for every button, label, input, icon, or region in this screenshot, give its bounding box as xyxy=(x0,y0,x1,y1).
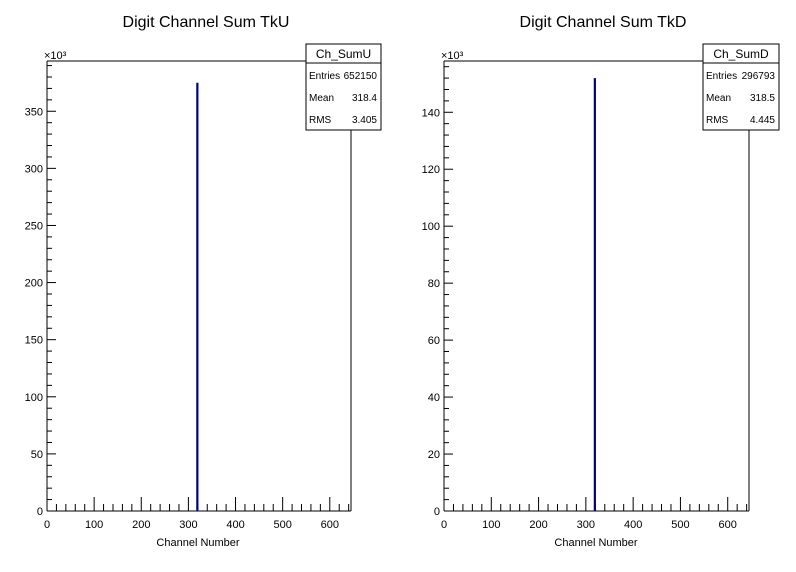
stats-row-label: Entries xyxy=(309,71,340,82)
x-axis-label: Channel Number xyxy=(554,537,637,549)
y-tick-label: 350 xyxy=(25,106,43,118)
stats-box: Ch_SumU Entries 652150 Mean 318.4 RMS 3.405 xyxy=(305,43,382,131)
x-tick-label: 600 xyxy=(719,519,737,531)
y-tick-label: 0 xyxy=(434,506,440,518)
y-tick-label: 300 xyxy=(25,163,43,175)
y-tick-label: 20 xyxy=(428,449,440,461)
x-tick-label: 300 xyxy=(179,519,197,531)
x-tick-label: 100 xyxy=(85,519,103,531)
stats-box-frame xyxy=(702,43,780,131)
stats-box-title: Ch_SumU xyxy=(316,47,371,61)
y-axis-multiplier: ×10³ xyxy=(441,50,464,62)
stats-row-value: 652150 xyxy=(344,71,378,82)
y-tick-label: 150 xyxy=(25,335,43,347)
stats-row-label: RMS xyxy=(309,115,332,126)
stats-box: Ch_SumD Entries 296793 Mean 318.5 RMS 4.445 xyxy=(702,43,780,131)
x-tick-label: 500 xyxy=(273,519,291,531)
y-axis-multiplier: ×10³ xyxy=(44,50,67,62)
histogram-panel-tkd: Digit Channel Sum TkD ×10³ Channel Numbe… xyxy=(422,14,780,549)
chart-title: Digit Channel Sum TkU xyxy=(123,14,290,31)
x-tick-label: 400 xyxy=(624,519,642,531)
stats-row-label: Mean xyxy=(309,93,334,104)
stats-row-label: Entries xyxy=(706,71,737,82)
stats-row-value: 4.445 xyxy=(750,115,775,126)
stats-row-value: 318.5 xyxy=(750,93,775,104)
chart-title: Digit Channel Sum TkD xyxy=(520,14,687,31)
x-tick-label: 500 xyxy=(671,519,689,531)
x-axis-label: Channel Number xyxy=(156,537,239,549)
histogram-panel-tku: Digit Channel Sum TkU ×10³ Channel Numbe… xyxy=(25,14,382,549)
x-tick-label: 100 xyxy=(482,519,500,531)
stats-box-title: Ch_SumD xyxy=(713,47,769,61)
x-tick-label: 200 xyxy=(132,519,150,531)
y-tick-label: 250 xyxy=(25,220,43,232)
stats-row-label: Mean xyxy=(706,93,731,104)
y-tick-label: 100 xyxy=(422,221,440,233)
x-tick-label: 400 xyxy=(226,519,244,531)
y-tick-label: 140 xyxy=(422,107,440,119)
y-tick-label: 80 xyxy=(428,278,440,290)
y-tick-label: 200 xyxy=(25,278,43,290)
stats-row-value: 3.405 xyxy=(352,115,377,126)
stats-row-label: RMS xyxy=(706,115,729,126)
x-tick-label: 200 xyxy=(529,519,547,531)
y-tick-label: 40 xyxy=(428,392,440,404)
y-tick-label: 120 xyxy=(422,164,440,176)
stats-box-frame xyxy=(305,43,382,131)
x-tick-label: 300 xyxy=(577,519,595,531)
x-tick-label: 0 xyxy=(441,519,447,531)
stats-row-value: 296793 xyxy=(742,71,776,82)
x-tick-label: 600 xyxy=(321,519,339,531)
y-tick-label: 60 xyxy=(428,335,440,347)
y-tick-label: 100 xyxy=(25,392,43,404)
y-tick-label: 0 xyxy=(37,506,43,518)
stats-row-value: 318.4 xyxy=(352,93,377,104)
y-tick-label: 50 xyxy=(31,449,43,461)
x-tick-label: 0 xyxy=(44,519,50,531)
